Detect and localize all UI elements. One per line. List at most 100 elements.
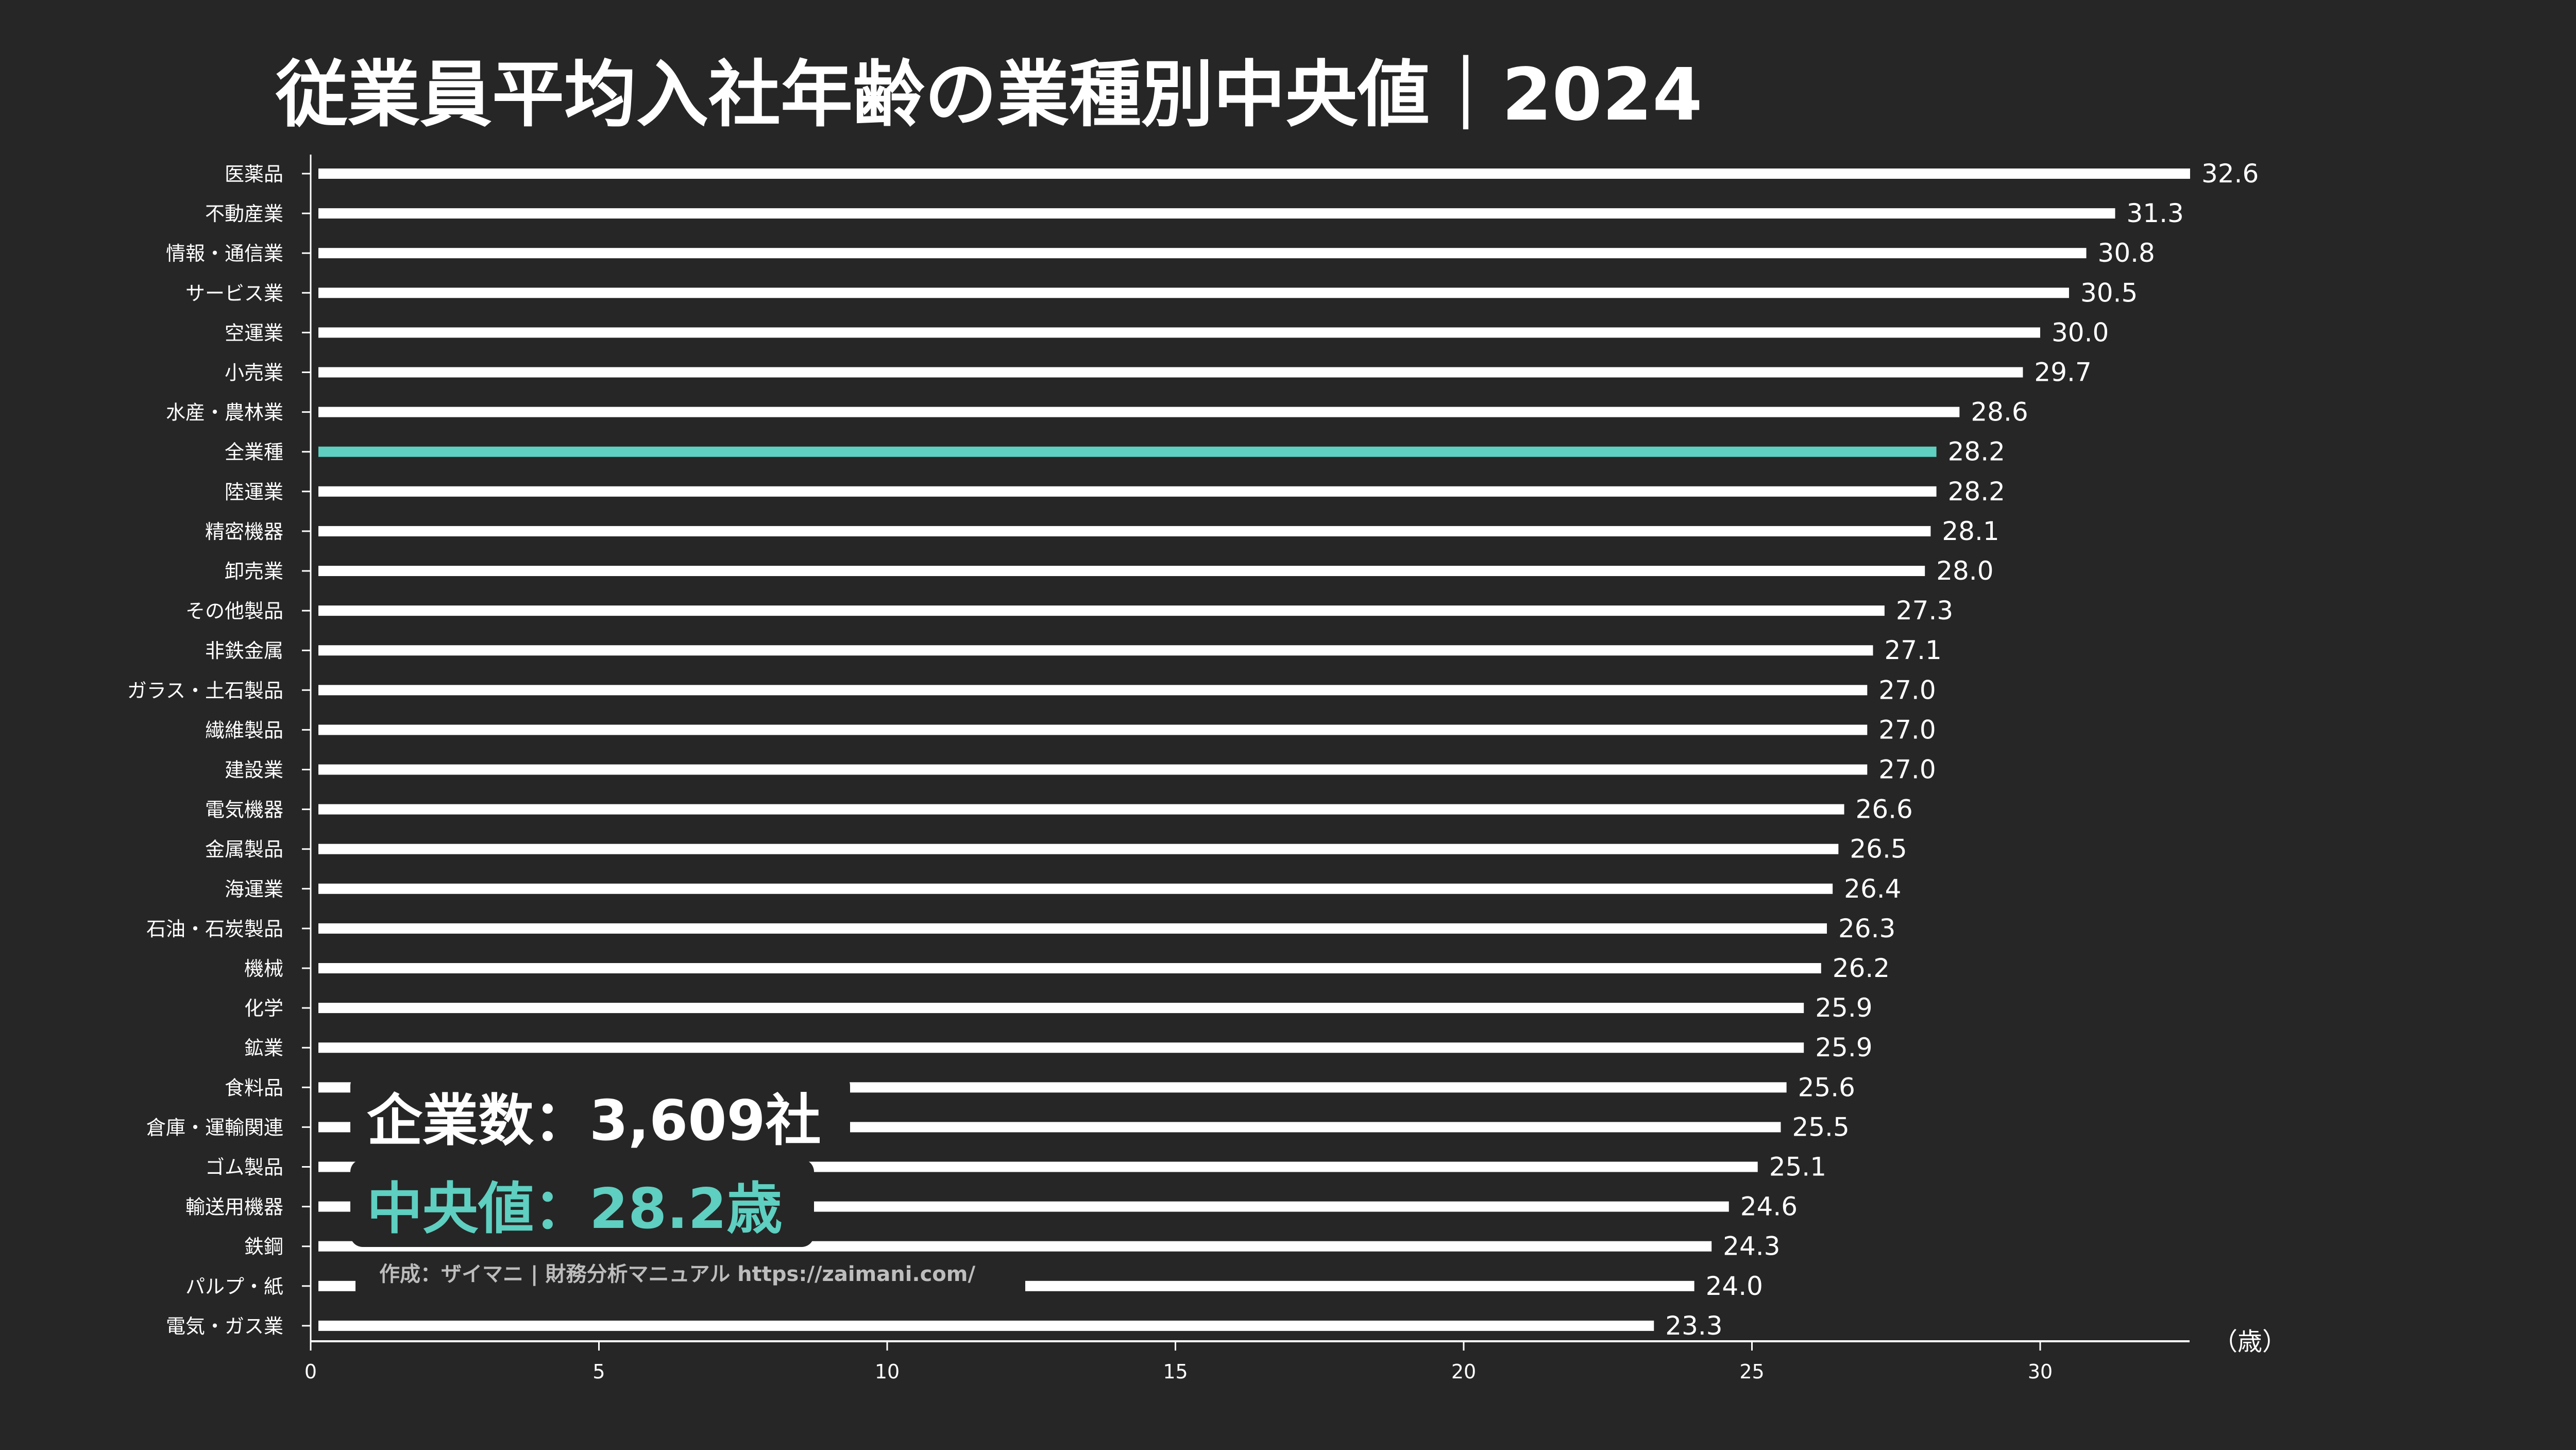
bar	[318, 685, 1868, 696]
category-label: 精密機器	[205, 520, 283, 543]
x-tick-label: 25	[1739, 1360, 1764, 1383]
value-label: 23.3	[1665, 1311, 1722, 1341]
bar	[318, 1003, 1804, 1014]
bar	[318, 168, 2190, 179]
category-label: 非鉄金属	[205, 639, 283, 662]
bar	[318, 407, 1960, 417]
x-axis: 0 5 10 15 20 25 30	[304, 155, 2190, 1383]
value-label: 28.1	[1942, 516, 1999, 546]
category-label: 石油・石炭製品	[146, 918, 283, 940]
category-label: 倉庫・運輸関連	[146, 1116, 283, 1139]
value-label: 28.2	[1948, 437, 2005, 467]
bar	[318, 883, 1833, 894]
credit-text: 作成：ザイマニ | 財務分析マニュアル https://zaimani.com/	[379, 1262, 975, 1287]
bar	[318, 566, 1925, 576]
value-label: 27.0	[1878, 715, 1936, 745]
bar	[318, 923, 1827, 934]
category-label: 小売業	[225, 362, 283, 384]
bar	[318, 844, 1839, 854]
category-label: サービス業	[185, 282, 283, 305]
company-count-text: 企業数：3,609社	[367, 1089, 821, 1153]
value-label: 28.0	[1936, 556, 1993, 586]
category-label: 卸売業	[225, 560, 283, 583]
category-label: ゴム製品	[205, 1156, 283, 1179]
bar	[318, 1042, 1804, 1053]
bar-highlight	[318, 446, 1937, 457]
category-label: その他製品	[185, 600, 283, 622]
category-label: 鉱業	[244, 1037, 283, 1059]
value-label: 25.5	[1792, 1112, 1849, 1142]
bar	[318, 486, 1937, 497]
bar	[318, 605, 1885, 616]
value-label: 26.3	[1838, 914, 1895, 943]
category-label: 繊維製品	[205, 719, 283, 741]
category-label: 海運業	[225, 878, 283, 901]
value-label: 26.2	[1833, 953, 1890, 983]
x-tick-label: 20	[1451, 1360, 1476, 1383]
value-label: 30.5	[2080, 278, 2138, 308]
category-label: 建設業	[225, 759, 283, 782]
bar	[318, 724, 1868, 735]
value-label: 26.5	[1850, 834, 1907, 864]
category-label: 化学	[244, 997, 283, 1020]
summary-box-companies-bg	[350, 1073, 850, 1161]
chart-title: 従業員平均入社年齢の業種別中央値｜2024	[275, 53, 1703, 137]
category-label: 全業種	[225, 441, 283, 464]
value-label: 28.2	[1948, 477, 2005, 507]
x-tick-label: 10	[875, 1360, 900, 1383]
category-label: 空運業	[225, 322, 283, 344]
value-label: 27.3	[1896, 596, 1953, 626]
category-label: 食料品	[225, 1076, 283, 1099]
category-label: 水産・農林業	[166, 401, 283, 424]
value-label: 30.0	[2052, 317, 2109, 347]
value-label: 29.7	[2034, 358, 2091, 387]
bar	[318, 526, 1931, 536]
summary-box-median-bg	[350, 1159, 814, 1247]
x-tick-label: 30	[2028, 1360, 2053, 1383]
bar	[318, 327, 2040, 338]
value-label: 26.4	[1844, 874, 1901, 904]
category-label: 電気機器	[205, 799, 283, 821]
bar	[318, 645, 1873, 656]
value-label: 27.0	[1878, 675, 1936, 705]
value-label: 30.8	[2098, 238, 2155, 268]
x-tick-label: 0	[304, 1360, 317, 1383]
bar	[318, 764, 1868, 775]
bar	[318, 1320, 1654, 1331]
x-tick-label: 15	[1163, 1360, 1188, 1383]
bar	[318, 288, 2069, 298]
value-label: 25.1	[1769, 1152, 1826, 1182]
value-label: 26.6	[1856, 795, 1913, 824]
value-label: 31.3	[2126, 198, 2183, 228]
median-text: 中央値：28.2歳	[367, 1177, 782, 1241]
value-label: 28.6	[1971, 397, 2028, 427]
value-label: 24.0	[1706, 1271, 1763, 1301]
x-tick-label: 5	[592, 1360, 605, 1383]
value-label: 24.6	[1740, 1192, 1798, 1222]
category-label: 陸運業	[225, 481, 283, 503]
category-label: 医薬品	[225, 163, 283, 186]
value-label: 24.3	[1723, 1232, 1780, 1261]
x-axis-unit-label: （歳）	[2213, 1327, 2287, 1356]
bar	[318, 367, 2023, 378]
value-label: 32.6	[2201, 159, 2259, 189]
bars-group: 医薬品 32.6 不動産業 31.3 情報・通信業 30.8 サービス業 30.5 空運業 30.…	[127, 159, 2259, 1341]
bar	[318, 804, 1844, 815]
value-label: 25.9	[1815, 993, 1872, 1023]
credit-bg	[355, 1252, 1025, 1293]
category-label: 不動産業	[205, 203, 283, 225]
bar	[318, 208, 2115, 219]
category-label: パルプ・紙	[185, 1275, 283, 1298]
value-label: 27.1	[1884, 635, 1941, 665]
category-label: 鉄鋼	[244, 1236, 283, 1258]
category-label: 輸送用機器	[185, 1196, 283, 1219]
category-label: 機械	[244, 957, 283, 980]
category-label: 金属製品	[205, 838, 283, 861]
bar	[318, 963, 1821, 973]
category-label: 情報・通信業	[166, 242, 283, 265]
value-label: 25.6	[1798, 1072, 1855, 1102]
category-label: 電気・ガス業	[166, 1315, 283, 1338]
bar	[318, 248, 2087, 259]
category-label: ガラス・土石製品	[127, 679, 283, 702]
